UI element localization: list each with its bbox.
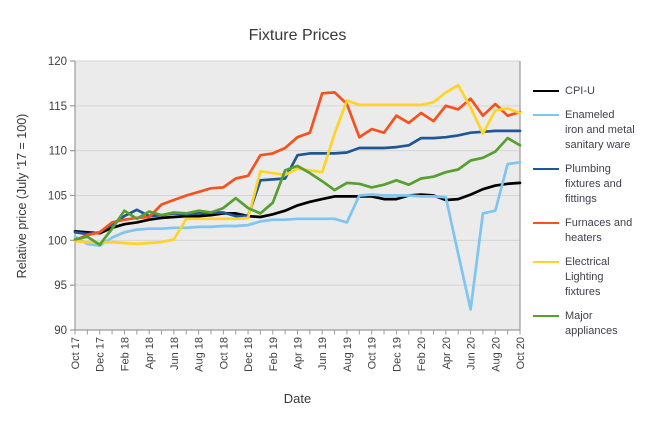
- legend-item: Enameled iron and metal sanitary ware: [533, 108, 647, 153]
- x-tick-label: Oct 18: [218, 337, 230, 369]
- legend-item: CPI-U: [533, 84, 647, 99]
- series-line-furnaces-and-heaters: [73, 91, 522, 242]
- legend-label: CPI-U: [565, 85, 595, 97]
- y-tick-label: 100: [48, 235, 67, 247]
- y-tick-label: 110: [49, 146, 67, 158]
- x-tick-label: Oct 20: [515, 337, 527, 369]
- y-axis-title: Relative price (July '17 = 100): [15, 113, 29, 279]
- legend-swatch-line: [533, 114, 559, 116]
- legend-item: Electrical Lighting fixtures: [533, 255, 647, 300]
- x-tick-label: Feb 18: [119, 337, 131, 371]
- legend-item: Plumbing fixtures and fittings: [533, 162, 647, 207]
- x-tick-label: Dec 19: [391, 337, 403, 372]
- legend-label: Furnaces and heaters: [565, 217, 633, 244]
- chart-title: Fixture Prices: [248, 27, 347, 44]
- legend-label: Major appliances: [565, 310, 618, 337]
- x-tick-label: Aug 18: [194, 337, 206, 372]
- y-tick-label: 120: [48, 56, 67, 68]
- x-tick-label: Oct 17: [70, 337, 82, 369]
- x-tick-label: Jun 19: [317, 337, 329, 370]
- legend-label: Plumbing fixtures and fittings: [565, 163, 622, 205]
- y-tick-label: 115: [49, 101, 67, 113]
- x-tick-label: Apr 20: [441, 337, 453, 369]
- legend-item: Furnaces and heaters: [533, 216, 647, 246]
- y-tick-label: 105: [48, 191, 67, 203]
- x-tick-label: Apr 18: [144, 337, 156, 369]
- legend-swatch-line: [533, 315, 559, 317]
- legend-swatch-line: [533, 222, 559, 224]
- legend-label: Electrical Lighting fixtures: [565, 256, 610, 298]
- legend-swatch-line: [533, 168, 559, 170]
- series-line-electrical-lighting-fixtures: [73, 83, 522, 246]
- y-tick-label: 90: [54, 325, 67, 337]
- legend-swatch-line: [533, 90, 559, 92]
- x-tick-label: Jun 20: [466, 337, 478, 370]
- legend-label: Enameled iron and metal sanitary ware: [565, 109, 635, 151]
- x-tick-label: Feb 19: [268, 337, 280, 371]
- x-tick-label: Dec 18: [243, 337, 255, 372]
- x-tick-label: Oct 19: [367, 337, 379, 369]
- x-tick-label: Apr 19: [293, 337, 305, 369]
- chart-legend: CPI-U Enameled iron and metal sanitary wa…: [533, 84, 647, 348]
- x-axis-title: Date: [283, 391, 312, 406]
- x-tick-label: Aug 19: [342, 337, 354, 372]
- series-line-enameled-iron-and-metal-sanitary-ware: [73, 160, 522, 311]
- x-tick-label: Jun 18: [169, 337, 181, 370]
- x-tick-label: Dec 17: [95, 337, 107, 372]
- legend-swatch-line: [533, 261, 559, 263]
- y-tick-label: 95: [54, 280, 67, 292]
- x-tick-label: Feb 20: [416, 337, 428, 371]
- x-tick-label: Aug 20: [490, 337, 502, 372]
- legend-item: Major appliances: [533, 309, 647, 339]
- series-line-major-appliances: [73, 136, 522, 247]
